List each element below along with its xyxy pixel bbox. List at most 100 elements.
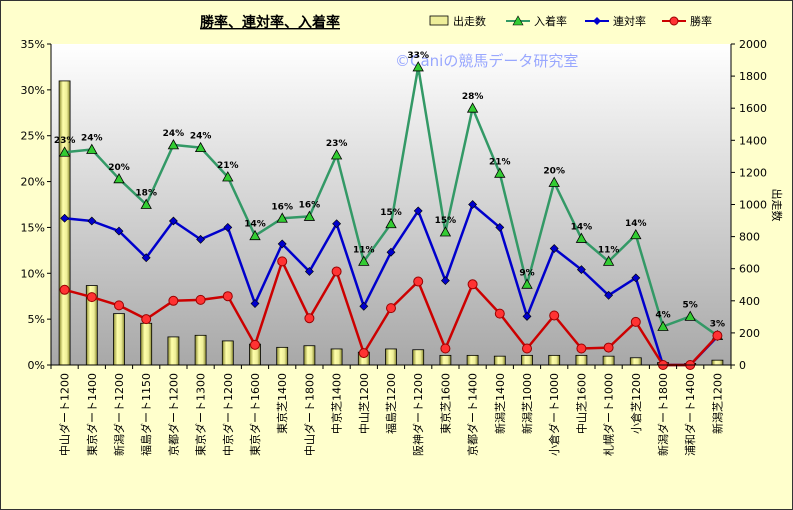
data-label: 15% [380, 208, 402, 218]
right-tick-label: 2000 [739, 38, 767, 51]
legend-marker-勝率 [669, 16, 679, 26]
point-勝率 [358, 348, 369, 359]
point-勝率 [250, 339, 260, 350]
point-入着率 [521, 278, 533, 289]
bar-出走数 [221, 340, 234, 366]
bar-出走数 [711, 359, 724, 366]
point-入着率 [303, 210, 316, 221]
data-label: 14% [625, 219, 647, 229]
x-tick-label: 福島ダート1150 [139, 373, 153, 456]
legend-label-出走数: 出走数 [453, 14, 486, 28]
x-tick-label: 中山ダート1200 [58, 373, 72, 456]
data-label: 16% [299, 200, 321, 210]
legend-marker-入着率 [512, 15, 524, 26]
data-label: 18% [135, 189, 157, 199]
x-tick-label: 東京芝1400 [275, 373, 289, 434]
point-連対率 [522, 311, 532, 321]
x-tick-label: 京都ダート1400 [466, 373, 480, 456]
data-label: 11% [598, 245, 620, 255]
point-連対率 [440, 276, 450, 286]
point-入着率 [358, 255, 370, 266]
point-勝率 [386, 303, 396, 314]
point-連対率 [304, 267, 314, 276]
bar-出走数 [521, 354, 533, 366]
data-label: 24% [81, 133, 103, 143]
x-tick-label: 阪神ダート1200 [411, 373, 425, 456]
point-入着率 [575, 232, 588, 243]
right-tick-label: 0 [739, 359, 746, 372]
data-label: 23% [326, 139, 348, 149]
legend-marker-連対率 [593, 17, 601, 25]
x-tick-label: 新潟ダート1200 [112, 373, 126, 456]
data-label: 11% [353, 245, 375, 255]
right-tick-label: 1200 [739, 166, 767, 179]
point-勝率 [195, 294, 206, 305]
data-label: 33% [407, 51, 429, 61]
data-label: 16% [271, 202, 293, 212]
point-入着率 [412, 61, 424, 72]
point-入着率 [222, 171, 234, 182]
point-勝率 [222, 291, 233, 302]
data-label: 14% [244, 220, 266, 230]
point-入着率 [548, 176, 560, 187]
left-tick-label: 20% [21, 176, 45, 189]
right-axis-title: 出走数 [770, 189, 784, 222]
x-tick-label: 福島芝1200 [384, 373, 398, 434]
legend-label-入着率: 入着率 [534, 14, 567, 28]
right-tick-label: 1800 [739, 70, 767, 83]
data-label: 24% [190, 132, 212, 142]
chart-title: 勝率、連対率、入着率 [200, 14, 340, 31]
point-勝率 [86, 292, 97, 303]
point-入着率 [330, 149, 343, 160]
point-連対率 [359, 301, 369, 311]
point-勝率 [522, 343, 532, 354]
point-連対率 [196, 234, 206, 244]
point-勝率 [141, 314, 152, 325]
point-勝率 [440, 343, 451, 354]
point-勝率 [549, 310, 560, 321]
data-label: 28% [462, 92, 484, 102]
point-勝率 [59, 284, 70, 295]
point-入着率 [113, 172, 125, 184]
legend-label-連対率: 連対率 [613, 14, 646, 28]
bar-出走数 [575, 354, 588, 366]
point-連対率 [495, 223, 505, 232]
point-勝率 [331, 266, 342, 277]
left-tick-label: 15% [21, 221, 45, 234]
data-label: 14% [571, 222, 593, 232]
point-勝率 [168, 295, 179, 306]
bar-出走数 [466, 354, 479, 366]
point-入着率 [276, 212, 288, 223]
x-tick-label: 新潟ダート1800 [656, 373, 670, 456]
data-label: 24% [163, 129, 185, 139]
data-label: 20% [543, 166, 565, 176]
point-連対率 [87, 216, 97, 226]
left-tick-label: 5% [28, 313, 45, 326]
bar-出走数 [303, 345, 316, 366]
point-連対率 [60, 213, 70, 223]
left-tick-label: 35% [21, 38, 45, 51]
right-tick-label: 400 [739, 295, 760, 308]
point-連対率 [223, 223, 233, 232]
point-連対率 [549, 244, 559, 253]
left-tick-label: 10% [21, 267, 45, 280]
data-label: 15% [435, 216, 457, 226]
point-連対率 [468, 200, 478, 209]
point-連対率 [332, 219, 342, 229]
point-勝率 [114, 300, 124, 311]
data-label: 3% [710, 320, 725, 330]
x-tick-label: 新潟芝1200 [710, 373, 724, 434]
point-入着率 [684, 310, 696, 321]
point-勝率 [712, 330, 723, 341]
bar-出走数 [276, 346, 289, 366]
point-入着率 [140, 198, 152, 209]
point-入着率 [385, 217, 397, 229]
point-連対率 [250, 299, 260, 308]
data-label: 23% [54, 136, 76, 146]
point-連対率 [604, 290, 614, 300]
point-入着率 [630, 228, 642, 240]
point-連対率 [386, 247, 396, 257]
point-連対率 [114, 226, 124, 236]
point-入着率 [249, 229, 261, 241]
